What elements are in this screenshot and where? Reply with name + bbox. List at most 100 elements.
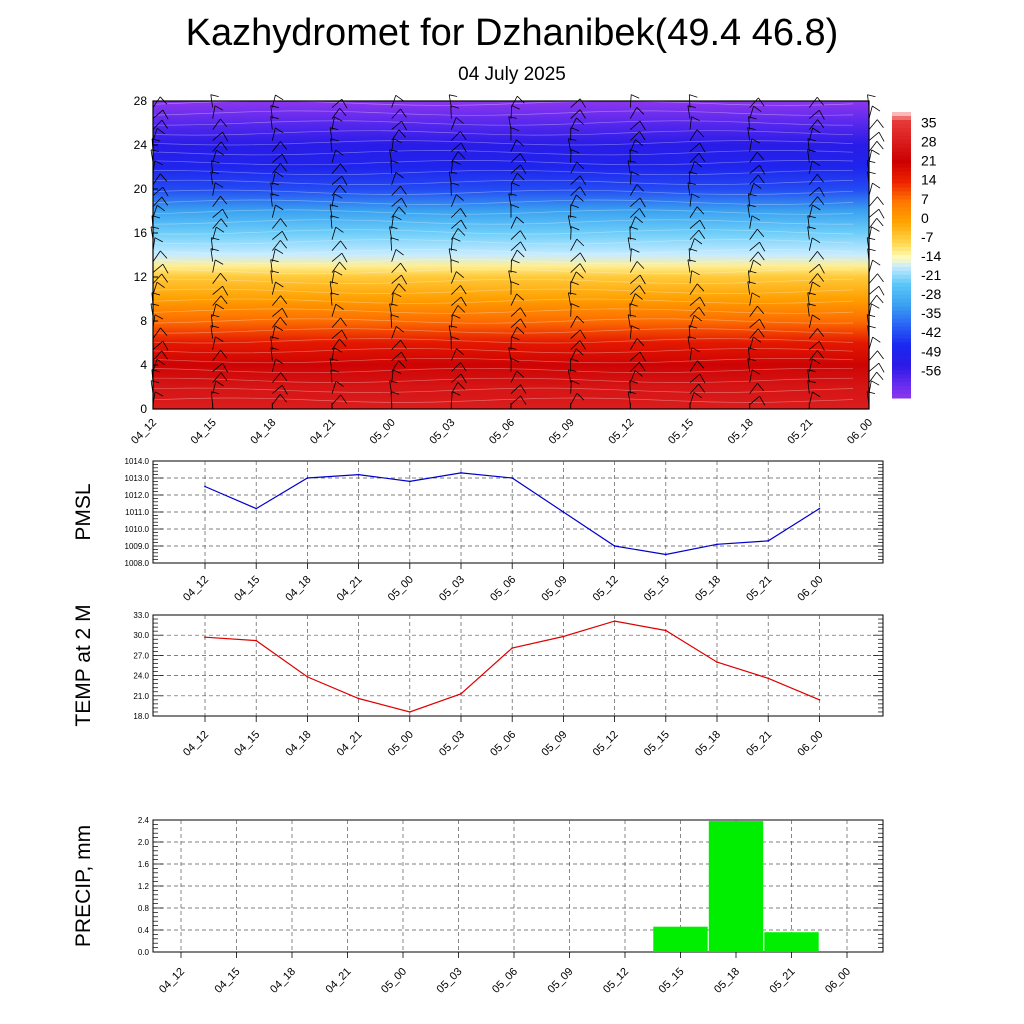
x-tick-label: 05_00 (368, 417, 398, 447)
colorbar-band (892, 163, 911, 169)
wind-barb (212, 362, 229, 373)
wind-barb (331, 184, 347, 196)
wind-barb (152, 350, 168, 361)
colorbar-band (892, 334, 911, 339)
wind-barb (749, 395, 766, 406)
colorbar-band (892, 199, 911, 204)
isotherm-contour (152, 308, 854, 314)
x-tick-label: 05_09 (546, 966, 576, 996)
x-tick-label: 04_21 (335, 574, 365, 604)
wind-barb (450, 237, 461, 251)
colorbar-band (892, 262, 911, 268)
wind-barb (510, 249, 525, 262)
wind-barb (212, 208, 229, 219)
wind-barb (627, 391, 637, 405)
wind-barb (450, 117, 464, 130)
wind-barb (272, 307, 288, 318)
x-tick-label: 05_21 (744, 574, 774, 604)
x-tick-label: 04_12 (181, 729, 211, 759)
wind-barb (687, 105, 696, 119)
wind-barb (331, 329, 348, 340)
y-tick-label: 28 (134, 94, 148, 108)
chart-subtitle: 04 July 2025 (458, 64, 566, 85)
colorbar-band (892, 195, 911, 200)
wind-barb (510, 358, 520, 372)
wind-barb (331, 303, 344, 317)
wind-barb (272, 163, 288, 174)
wind-barb (212, 285, 229, 296)
wind-barb (510, 281, 520, 295)
wind-barb (391, 206, 406, 218)
colorbar-label: -28 (921, 286, 941, 302)
colorbar-band (892, 175, 911, 181)
wind-barb (510, 326, 525, 339)
wind-barb (749, 241, 766, 252)
wind-barb (809, 251, 825, 262)
wind-barb (331, 175, 348, 186)
x-tick-label: 04_21 (335, 729, 365, 759)
y-tick-label: 0.0 (138, 948, 150, 957)
colorbar-band (892, 179, 911, 184)
wind-barb (868, 285, 885, 296)
isotherm-contour (152, 219, 854, 225)
wind-barb (749, 138, 760, 152)
wind-barb (570, 109, 586, 119)
wind-barb (510, 139, 524, 152)
isotherm-contour (152, 160, 854, 166)
isotherm-contour (152, 199, 854, 205)
wind-barb (568, 292, 577, 306)
x-tick-label: 04_18 (268, 966, 298, 996)
wind-barb (868, 294, 884, 306)
wind-barb (749, 182, 762, 196)
wind-barb (271, 171, 284, 185)
colorbar-band (892, 239, 911, 244)
wind-barb (570, 127, 579, 141)
wind-barb (331, 240, 347, 251)
wind-barb (152, 340, 169, 351)
wind-barb (391, 120, 408, 131)
colorbar-band (892, 370, 911, 375)
x-tick-label: 05_12 (601, 966, 631, 996)
wind-barb (510, 172, 525, 185)
isotherm-contour (152, 249, 854, 255)
wind-barb (689, 161, 703, 174)
wind-barb (331, 226, 344, 240)
isotherm-contour (152, 348, 854, 354)
colorbar-band (892, 171, 911, 177)
wind-barb (391, 339, 407, 350)
wind-barb (629, 293, 643, 306)
wind-barb (570, 149, 580, 163)
colorbar-band (892, 326, 911, 331)
data-point (255, 507, 258, 510)
wind-barb (808, 237, 821, 251)
data-point (664, 629, 667, 632)
isotherm-contour (152, 367, 854, 374)
y-tick-label: 30.0 (133, 631, 149, 640)
wind-barb (270, 182, 279, 196)
colorbar-band (892, 374, 911, 379)
wind-barb (448, 248, 458, 262)
isotherm-contour (152, 358, 854, 364)
x-tick-label: 05_12 (591, 729, 621, 759)
wind-barb (808, 314, 821, 328)
wind-barb (807, 292, 816, 306)
wind-barb (749, 164, 766, 175)
y-tick-label: 24.0 (133, 672, 149, 681)
colorbar-band (892, 215, 911, 220)
wind-barb (689, 116, 700, 130)
wind-barb (331, 193, 343, 207)
wind-barb (570, 392, 585, 405)
wind-barb (510, 395, 527, 405)
isotherm-contour (152, 239, 854, 245)
y-tick-label: 27.0 (133, 651, 149, 660)
wind-barb (210, 237, 220, 251)
colorbar-band (892, 382, 911, 387)
wind-barb (570, 175, 587, 185)
wind-barb (629, 325, 640, 339)
wind-barb (809, 186, 825, 197)
data-point (204, 636, 206, 639)
wind-barb (689, 360, 705, 372)
wind-barb (689, 238, 703, 251)
wind-barb (391, 326, 404, 339)
x-tick-label: 05_18 (712, 966, 742, 996)
